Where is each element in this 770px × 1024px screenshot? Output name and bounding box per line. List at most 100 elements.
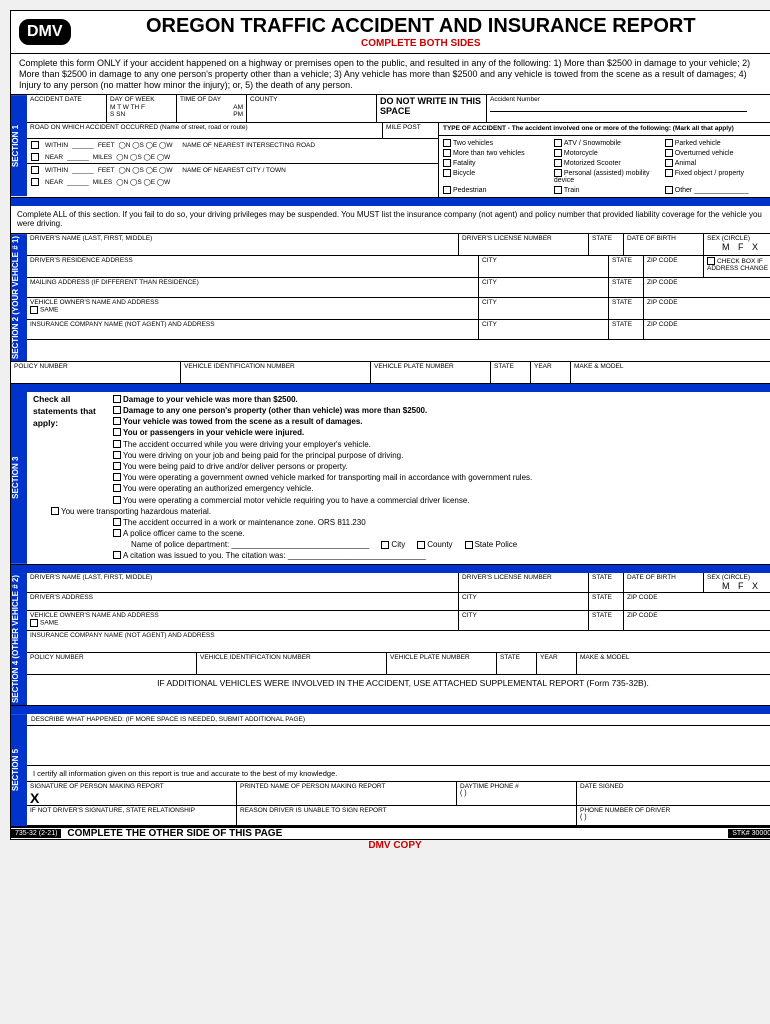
s2-state6: STATE — [494, 363, 527, 370]
form-page: DMV OREGON TRAFFIC ACCIDENT AND INSURANC… — [10, 10, 770, 840]
s5-describe: DESCRIBE WHAT HAPPENED: (IF MORE SPACE I… — [27, 714, 770, 726]
s2-vin: VEHICLE IDENTIFICATION NUMBER — [184, 363, 367, 370]
header: DMV OREGON TRAFFIC ACCIDENT AND INSURANC… — [11, 11, 770, 54]
s4-state2: STATE — [592, 594, 620, 601]
s4-dob: DATE OF BIRTH — [627, 574, 700, 581]
s2-addr-cb[interactable] — [707, 257, 715, 265]
s2-ins: INSURANCE COMPANY NAME (NOT AGENT) AND A… — [30, 321, 475, 328]
sig-x[interactable]: X — [30, 790, 233, 806]
section-2: SECTION 2 (YOUR VEHICLE # 1) DRIVER'S NA… — [11, 234, 770, 362]
divider-3 — [11, 565, 770, 573]
dir-3[interactable]: ◯N ◯S ◯E ◯W — [118, 166, 172, 174]
within-1: WITHIN — [45, 142, 68, 149]
type-header: TYPE OF ACCIDENT - The accident involved… — [439, 123, 770, 135]
s2-residence: DRIVER'S RESIDENCE ADDRESS — [30, 257, 475, 264]
s2-zip4: ZIP CODE — [647, 321, 770, 328]
s2-sex-opts[interactable]: M F X — [707, 242, 770, 252]
s2-state1: STATE — [592, 235, 620, 242]
section-5-label: SECTION 5 — [11, 714, 27, 826]
s5-notdriver: IF NOT DRIVER'S SIGNATURE, STATE RELATIO… — [30, 807, 233, 814]
accident-date-label: ACCIDENT DATE — [30, 96, 103, 103]
s2-driver-name: DRIVER'S NAME (LAST, FIRST, MIDDLE) — [30, 235, 455, 242]
s4-owner: VEHICLE OWNER'S NAME AND ADDRESS — [30, 612, 455, 619]
near-road: NAME OF NEAREST INTERSECTING ROAD — [182, 142, 315, 149]
s4-address: DRIVER'S ADDRESS — [30, 594, 455, 601]
s4-same-cb[interactable] — [30, 619, 38, 627]
dow-r2[interactable]: S SN — [110, 111, 173, 118]
s2-state4: STATE — [612, 299, 640, 306]
pm[interactable]: PM — [180, 111, 243, 118]
s4-same: SAME — [40, 620, 58, 627]
s2-state5: STATE — [612, 321, 640, 328]
near-cb1[interactable] — [31, 153, 39, 161]
s2-zip2: ZIP CODE — [647, 279, 770, 286]
s5-phone-driver: PHONE NUMBER OF DRIVER — [580, 807, 770, 814]
s4-supplemental: IF ADDITIONAL VEHICLES WERE INVOLVED IN … — [27, 675, 770, 691]
s4-state4: STATE — [500, 654, 533, 661]
s2-dob: DATE OF BIRTH — [627, 235, 700, 242]
s5-phone-driver-val[interactable]: ( ) — [580, 814, 770, 821]
s2-city3: CITY — [482, 299, 605, 306]
s5-certify: I certify all information given on this … — [27, 766, 770, 782]
milepost: MILE POST — [386, 124, 435, 131]
s4-vin: VEHICLE IDENTIFICATION NUMBER — [200, 654, 383, 661]
dir-1[interactable]: ◯N ◯S ◯E ◯W — [118, 141, 172, 149]
police-came: A police officer came to the scene. — [123, 528, 245, 539]
s4-plate: VEHICLE PLATE NUMBER — [390, 654, 493, 661]
s2-year: YEAR — [534, 363, 567, 370]
section-3: SECTION 3 Check all statements that appl… — [11, 392, 770, 565]
sec2-instruction: Complete ALL of this section. If you fai… — [11, 206, 770, 234]
am[interactable]: AM — [180, 104, 243, 111]
section-3-label: SECTION 3 — [11, 392, 27, 564]
county-label: COUNTY — [250, 96, 373, 103]
sp-cb[interactable] — [465, 541, 473, 549]
dir-4[interactable]: ◯N ◯S ◯E ◯W — [116, 178, 170, 186]
within-2: WITHIN — [45, 167, 68, 174]
dir-2[interactable]: ◯N ◯S ◯E ◯W — [116, 153, 170, 161]
s2-plate: VEHICLE PLATE NUMBER — [374, 363, 487, 370]
city-opt: City — [391, 540, 405, 549]
s5-phone: DAYTIME PHONE # — [460, 783, 573, 790]
form-title: OREGON TRAFFIC ACCIDENT AND INSURANCE RE… — [71, 15, 770, 38]
s2-city2: CITY — [482, 279, 605, 286]
section-1-label: SECTION 1 — [11, 95, 27, 196]
s2-dl: DRIVER'S LICENSE NUMBER — [462, 235, 585, 242]
s5-sig: SIGNATURE OF PERSON MAKING REPORT — [30, 783, 233, 790]
miles-2: MILES — [93, 179, 113, 186]
near-city: NAME OF NEAREST CITY / TOWN — [182, 167, 286, 174]
s2-city4: CITY — [482, 321, 605, 328]
within-cb2[interactable] — [31, 166, 39, 174]
s4-state1: STATE — [592, 574, 620, 581]
divider-2 — [11, 384, 770, 392]
county-cb[interactable] — [417, 541, 425, 549]
s5-phone-val[interactable]: ( ) — [460, 790, 573, 797]
check-all: Check all statements that apply: — [33, 394, 113, 506]
s4-sex-opts[interactable]: M F X — [707, 581, 770, 591]
s5-date: DATE SIGNED — [580, 783, 770, 790]
miles-1: MILES — [93, 154, 113, 161]
form-num: 735-32 (2-21) — [11, 829, 61, 838]
dont-write: DO NOT WRITE IN THIS SPACE — [377, 95, 487, 122]
stk-num: STK# 300009 — [728, 829, 770, 838]
s5-reason: REASON DRIVER IS UNABLE TO SIGN REPORT — [240, 807, 573, 814]
city-cb[interactable] — [381, 541, 389, 549]
s2-city1: CITY — [482, 257, 605, 264]
within-cb1[interactable] — [31, 141, 39, 149]
police-cb[interactable] — [113, 529, 121, 537]
s2-policy: POLICY NUMBER — [14, 363, 177, 370]
citation-cb[interactable] — [113, 551, 121, 559]
describe-area[interactable] — [27, 726, 770, 766]
s4-city1: CITY — [462, 594, 585, 601]
footer: 735-32 (2-21) COMPLETE THE OTHER SIDE OF… — [11, 827, 770, 839]
s2-same-cb[interactable] — [30, 306, 38, 314]
hazmat-cb[interactable] — [51, 507, 59, 515]
dmv-copy: DMV COPY — [10, 840, 770, 851]
road-label: ROAD ON WHICH ACCIDENT OCCURRED (Name of… — [30, 124, 379, 131]
s4-city2: CITY — [462, 612, 585, 619]
near-cb2[interactable] — [31, 178, 39, 186]
s4-dl: DRIVER'S LICENSE NUMBER — [462, 574, 585, 581]
workzone-cb[interactable] — [113, 518, 121, 526]
dow-r1[interactable]: M T W TH F — [110, 104, 173, 111]
sp-opt: State Police — [475, 540, 518, 549]
section-1: SECTION 1 ACCIDENT DATE DAY OF WEEK M T … — [11, 95, 770, 197]
